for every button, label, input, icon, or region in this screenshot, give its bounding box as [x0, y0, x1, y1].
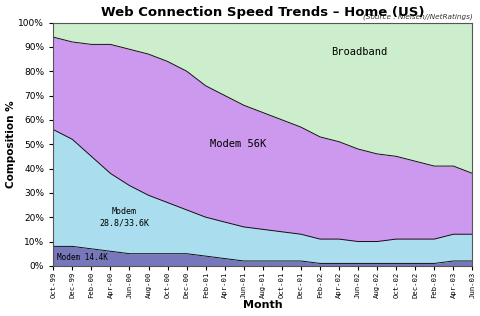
- Y-axis label: Composition %: Composition %: [6, 100, 15, 188]
- Text: Modem
28.8/33.6K: Modem 28.8/33.6K: [99, 207, 149, 227]
- Text: Modem 14.4K: Modem 14.4K: [57, 253, 108, 262]
- Text: Broadband: Broadband: [330, 47, 386, 57]
- Text: Modem 56K: Modem 56K: [209, 139, 265, 149]
- Text: (Source : Nielsen//NetRatings): (Source : Nielsen//NetRatings): [362, 14, 471, 20]
- X-axis label: Month: Month: [242, 301, 282, 310]
- Title: Web Connection Speed Trends – Home (US): Web Connection Speed Trends – Home (US): [101, 6, 424, 19]
